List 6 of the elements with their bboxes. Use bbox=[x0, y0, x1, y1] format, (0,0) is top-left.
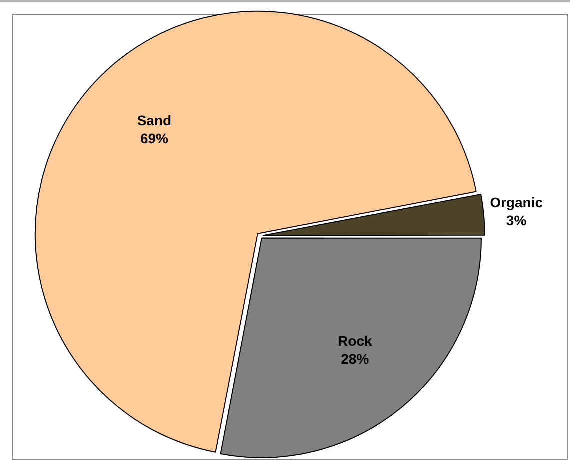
slice-label: Rock bbox=[338, 332, 372, 349]
data-label: 69% bbox=[140, 130, 170, 146]
data-label: 3% bbox=[506, 212, 528, 229]
slice-label: Sand bbox=[137, 112, 172, 128]
data-label: 28% bbox=[341, 350, 370, 367]
slice-label: Organic bbox=[490, 194, 544, 211]
